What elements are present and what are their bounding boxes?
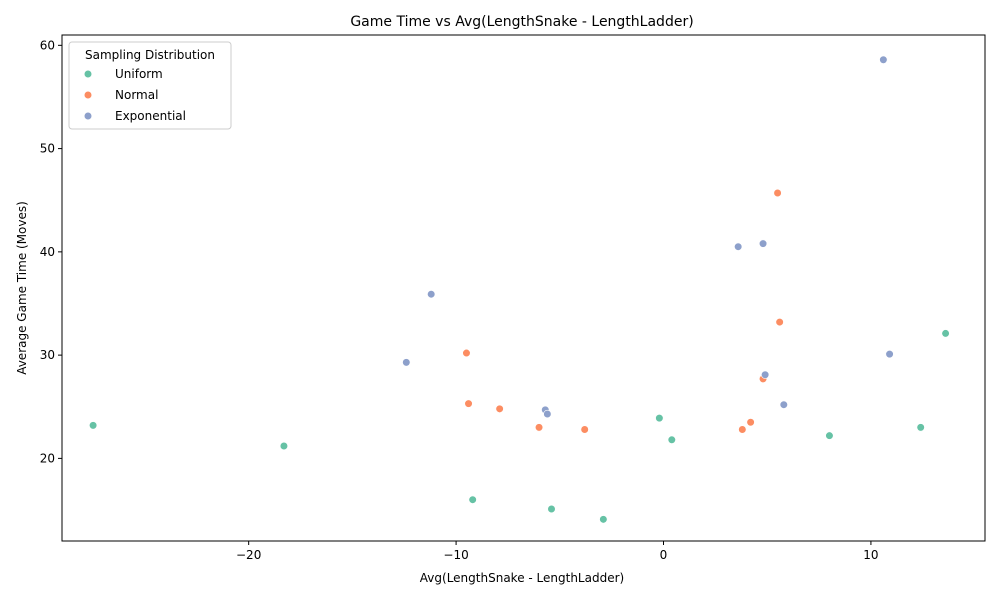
legend-label-exponential: Exponential [115, 109, 186, 123]
data-point-uniform [547, 504, 556, 514]
y-axis-label: Average Game Time (Moves) [15, 201, 29, 375]
legend-marker-uniform [83, 69, 93, 79]
x-axis-label: Avg(LengthSnake - LengthLadder) [420, 571, 624, 585]
data-point-exponential [879, 55, 888, 64]
data-point-uniform [279, 441, 289, 451]
data-points [89, 55, 950, 524]
legend-label-normal: Normal [115, 88, 158, 102]
data-point-exponential [402, 358, 411, 367]
data-point-uniform [655, 414, 664, 423]
y-tick-label: 20 [40, 451, 55, 465]
chart-title: Game Time vs Avg(LengthSnake - LengthLad… [350, 14, 693, 30]
plot-area: −20 −10 0 10 20 30 40 50 60 [40, 34, 986, 562]
x-tick-label: −20 [236, 548, 261, 562]
data-point-normal [773, 188, 782, 198]
data-point-exponential [758, 239, 768, 248]
data-point-normal [462, 348, 471, 358]
data-point-exponential [761, 370, 770, 379]
data-point-normal [534, 423, 544, 432]
data-point-uniform [941, 329, 950, 338]
data-point-normal [775, 317, 784, 327]
data-point-normal [738, 425, 747, 434]
y-tick-label: 60 [40, 38, 55, 52]
y-tick-label: 50 [40, 142, 55, 156]
data-point-normal [580, 425, 589, 434]
data-point-exponential [427, 290, 436, 299]
data-point-uniform [825, 431, 834, 440]
x-tick-label: −10 [443, 548, 468, 562]
data-point-normal [495, 404, 504, 413]
data-point-uniform [667, 435, 676, 444]
legend: Sampling Distribution Uniform Normal Expon… [68, 41, 232, 130]
data-point-normal [746, 418, 755, 427]
x-axis: −20 −10 0 10 [236, 541, 879, 562]
x-tick-label: 10 [863, 548, 878, 562]
legend-marker-exponential [83, 111, 93, 121]
y-axis: 20 30 40 50 60 [40, 38, 62, 465]
data-point-exponential [885, 349, 894, 359]
data-point-exponential [734, 242, 743, 251]
legend-label-uniform: Uniform [115, 67, 163, 81]
data-point-exponential [779, 400, 788, 409]
legend-title: Sampling Distribution [85, 48, 215, 62]
data-point-uniform [599, 515, 608, 524]
data-point-uniform [916, 423, 925, 432]
data-point-exponential [543, 409, 552, 419]
plot-frame [61, 34, 986, 542]
legend-marker-normal [83, 90, 93, 100]
legend-box [68, 41, 232, 130]
data-point-normal [464, 399, 473, 408]
y-tick-label: 30 [40, 348, 55, 362]
data-point-uniform [468, 495, 477, 504]
data-point-uniform [89, 421, 98, 430]
y-tick-label: 40 [40, 245, 55, 259]
x-tick-label: 0 [660, 548, 668, 562]
